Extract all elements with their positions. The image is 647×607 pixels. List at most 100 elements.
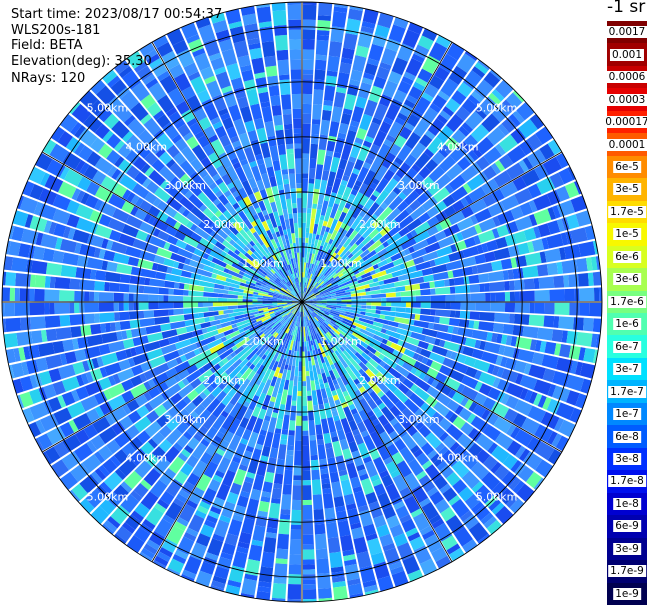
- ray-gate: [250, 338, 264, 351]
- ray-gate: [59, 114, 79, 133]
- ray-gate: [443, 376, 461, 391]
- ray-gate: [201, 487, 217, 506]
- ray-gate: [547, 449, 562, 465]
- ray-gate: [159, 547, 173, 558]
- ray-gate: [172, 554, 187, 565]
- ray-gate: [402, 29, 420, 49]
- ray-gate: [459, 310, 471, 320]
- ray-gate: [250, 282, 256, 287]
- ray-gate: [546, 262, 559, 276]
- ray-gate: [304, 306, 309, 316]
- ray-gate: [94, 451, 106, 464]
- ray-gate: [281, 287, 294, 297]
- ray-gate: [228, 270, 244, 279]
- ray-gate: [341, 296, 352, 300]
- ray-gate: [430, 360, 443, 372]
- ray-gate: [432, 271, 449, 281]
- ray-gate: [255, 381, 266, 397]
- ray-gate: [539, 340, 547, 353]
- ray-gate: [275, 330, 284, 340]
- ray-gate: [246, 249, 253, 256]
- ray-gate: [312, 349, 318, 361]
- ray-gate: [458, 125, 470, 137]
- ray-gate: [308, 315, 311, 321]
- ray-gate: [270, 201, 278, 213]
- ray-gate: [309, 286, 322, 297]
- ray-gate: [406, 94, 418, 105]
- ray-gate: [173, 374, 182, 383]
- ray-gate: [318, 378, 324, 385]
- ray-gate: [598, 287, 602, 301]
- ray-gate: [364, 186, 375, 198]
- ray-gate: [307, 325, 313, 341]
- ray-gate: [380, 394, 395, 410]
- ray-gate: [224, 533, 239, 546]
- ray-gate: [308, 275, 317, 290]
- ray-gate: [276, 241, 281, 248]
- ray-gate: [344, 272, 355, 280]
- ray-gate: [337, 429, 346, 441]
- ray-gate: [371, 221, 379, 229]
- ray-gate: [375, 364, 391, 378]
- ray-gate: [238, 328, 245, 334]
- ray-gate: [290, 302, 302, 312]
- ray-gate: [241, 276, 257, 285]
- ray-gate: [177, 248, 194, 260]
- ray-gate: [505, 92, 523, 109]
- ray-gate: [267, 416, 277, 433]
- ray-gate: [421, 196, 438, 212]
- ray-gate: [98, 143, 113, 159]
- ray-gate: [371, 293, 387, 299]
- ray-gate: [149, 531, 165, 547]
- ray-gate: [314, 379, 320, 386]
- ray-gate: [404, 154, 417, 167]
- ray-gate: [184, 258, 191, 265]
- ray-gate: [293, 247, 297, 254]
- ray-gate: [442, 106, 455, 117]
- ray-gate: [228, 104, 242, 122]
- ray-gate: [183, 296, 194, 302]
- ray-gate: [242, 299, 253, 302]
- ray-gate: [495, 236, 508, 249]
- ray-gate: [250, 253, 264, 266]
- ray-gate: [269, 145, 280, 162]
- ray-gate: [107, 516, 121, 529]
- ray-gate: [285, 354, 291, 365]
- ray-gate: [491, 365, 500, 376]
- ray-gate: [305, 262, 309, 268]
- ray-gate: [412, 352, 420, 361]
- ray-gate: [245, 559, 261, 576]
- ray-gate: [161, 329, 178, 339]
- ray-gate: [165, 126, 180, 140]
- ray-gate: [200, 349, 212, 359]
- ray-gate: [372, 344, 384, 353]
- ray-gate: [238, 252, 248, 262]
- ray-gate: [224, 341, 236, 351]
- ray-gate: [409, 392, 425, 408]
- ray-gate: [426, 486, 439, 497]
- ray-gate: [232, 202, 240, 210]
- ray-gate: [80, 373, 89, 385]
- ray-gate: [474, 381, 483, 392]
- ray-gate: [308, 360, 313, 371]
- ray-gate: [198, 221, 214, 235]
- ray-gate: [377, 12, 394, 29]
- ray-gate: [533, 393, 543, 406]
- ray-gate: [282, 299, 293, 302]
- ray-gate: [257, 277, 264, 282]
- ray-gate: [330, 328, 336, 334]
- ray-gate: [83, 165, 98, 180]
- ray-gate: [314, 316, 319, 322]
- ray-gate: [366, 345, 377, 355]
- ray-gate: [302, 29, 316, 40]
- ray-gate: [230, 77, 244, 90]
- ray-gate: [335, 290, 346, 295]
- ray-gate: [11, 226, 25, 242]
- ray-gate: [272, 10, 287, 26]
- ray-gate: [205, 247, 212, 255]
- ray-gate: [334, 344, 343, 354]
- ray-gate: [433, 401, 450, 417]
- ray-gate: [186, 211, 202, 226]
- range-label: 2.00km: [203, 218, 245, 231]
